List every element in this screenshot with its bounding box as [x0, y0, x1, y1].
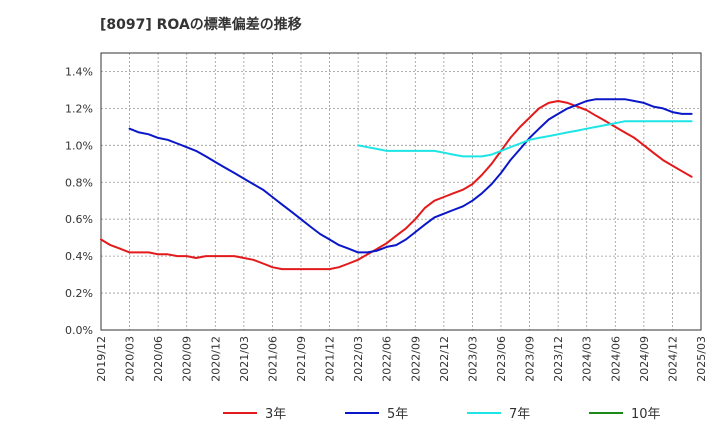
y-tick-label: 0.6%	[65, 213, 93, 226]
y-tick-label: 0.4%	[65, 250, 93, 263]
x-tick-label: 2023/03	[466, 336, 479, 382]
x-tick-label: 2024/03	[581, 336, 594, 382]
x-tick-label: 2020/12	[209, 336, 222, 382]
legend: 3年 5年 7年 10年	[223, 407, 661, 422]
series-line-0	[100, 100, 693, 271]
x-tick-label: 2023/06	[495, 336, 508, 382]
x-tick-label: 2020/03	[124, 336, 137, 382]
x-tick-label: 2025/03	[695, 336, 708, 382]
legend-label-1: 5年	[387, 407, 408, 422]
x-tick-label: 2020/06	[152, 336, 165, 382]
chart-title: [8097] ROAの標準偏差の推移	[100, 17, 302, 33]
legend-label-0: 3年	[265, 407, 286, 422]
y-tick-label: 1.0%	[65, 139, 93, 152]
x-tick-label: 2023/09	[524, 336, 537, 382]
x-tick-label: 2022/06	[381, 336, 394, 382]
x-tick-label: 2024/06	[609, 336, 622, 382]
y-tick-label: 0.0%	[65, 324, 93, 337]
y-tick-label: 1.2%	[65, 102, 93, 115]
x-tick-label: 2020/09	[181, 336, 194, 382]
y-tick-label: 0.2%	[65, 287, 93, 300]
legend-label-3: 10年	[631, 407, 661, 422]
x-tick-label: 2022/12	[438, 336, 451, 382]
x-tick-label: 2024/12	[666, 336, 679, 382]
x-tick-label: 2021/12	[324, 336, 337, 382]
plot-frame	[100, 52, 702, 331]
plot-background	[101, 53, 701, 330]
x-tick-label: 2024/09	[638, 336, 651, 382]
series-line-2	[357, 120, 693, 158]
y-tick-label: 1.4%	[65, 65, 93, 78]
legend-label-2: 7年	[509, 407, 530, 422]
grid	[101, 53, 701, 330]
series-line-1	[128, 98, 693, 254]
x-tick-label: 2021/09	[295, 336, 308, 382]
x-tick-label: 2022/03	[352, 336, 365, 382]
series-lines	[100, 98, 693, 271]
x-tick-label: 2021/06	[266, 336, 279, 382]
x-tick-label: 2022/09	[409, 336, 422, 382]
x-tick-label: 2019/12	[95, 336, 108, 382]
axes: 0.0% 0.2% 0.4% 0.6% 0.8% 1.0% 1.2% 1.4% 2019/12 2…	[65, 52, 708, 382]
x-tick-label: 2023/12	[552, 336, 565, 382]
y-tick-label: 0.8%	[65, 176, 93, 189]
x-tick-label: 2021/03	[238, 336, 251, 382]
